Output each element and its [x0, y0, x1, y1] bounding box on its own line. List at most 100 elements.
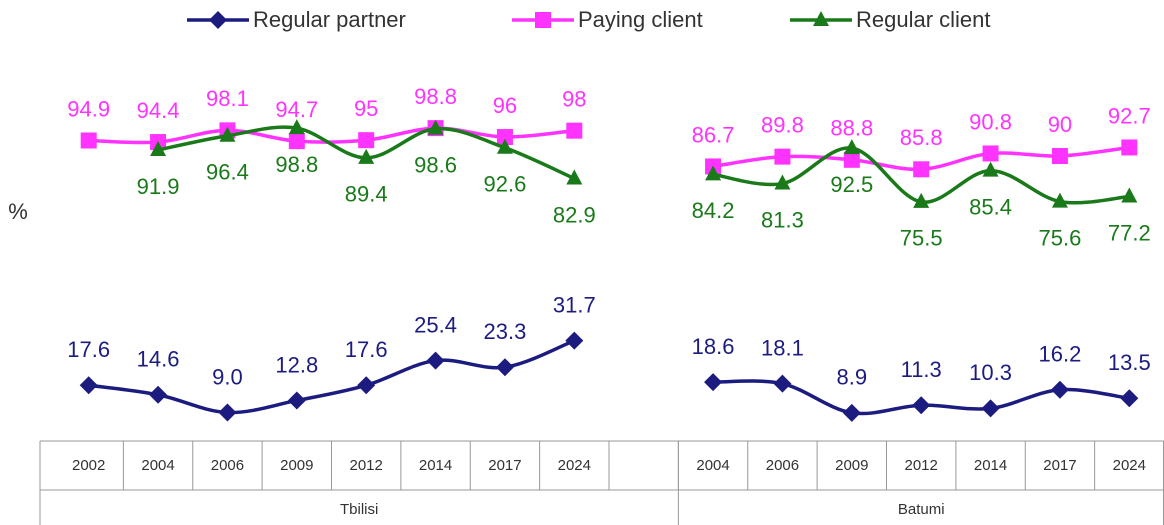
data-label: 98.8 [275, 152, 318, 177]
x-tick-label: 2004 [696, 457, 729, 474]
data-point [357, 376, 376, 395]
x-tick-label: 2024 [558, 457, 591, 474]
data-label: 90.8 [969, 109, 1012, 134]
x-tick-label: 2006 [766, 457, 799, 474]
data-label: 94.7 [275, 97, 318, 122]
data-point [843, 139, 860, 155]
data-point [79, 376, 98, 395]
data-label: 31.7 [553, 292, 596, 317]
data-point [842, 403, 861, 422]
x-tick-label: 2006 [211, 457, 244, 474]
x-tick-label: 2009 [835, 457, 868, 474]
data-point [218, 403, 237, 422]
data-label: 98.8 [414, 84, 457, 109]
data-label: 94.4 [137, 98, 180, 123]
data-point [150, 140, 167, 156]
data-point [288, 119, 305, 135]
data-point [495, 358, 514, 377]
legend-label: Regular client [856, 7, 991, 32]
data-label: 12.8 [275, 352, 318, 377]
data-point [1121, 139, 1138, 156]
data-point [426, 351, 445, 370]
data-label: 84.2 [692, 198, 735, 223]
data-label: 88.8 [830, 116, 873, 141]
data-point [427, 119, 444, 135]
data-point [982, 145, 999, 162]
data-label: 96 [493, 93, 517, 118]
data-label: 17.6 [67, 337, 110, 362]
x-tick-label: 2002 [72, 457, 105, 474]
data-label: 8.9 [837, 365, 868, 390]
data-point [1051, 192, 1068, 208]
data-point [1051, 148, 1068, 164]
data-label: 98.1 [206, 86, 249, 111]
data-label: 95 [354, 96, 378, 121]
data-label: 89.4 [345, 182, 388, 207]
data-point [566, 122, 583, 139]
data-label: 23.3 [484, 319, 527, 344]
data-point [496, 129, 513, 145]
group-label: Batumi [898, 501, 945, 518]
data-point [774, 174, 791, 190]
data-label: 18.6 [692, 334, 735, 359]
data-label: 16.2 [1039, 342, 1082, 367]
data-point [358, 132, 375, 149]
data-label: 11.3 [901, 357, 942, 382]
data-point [982, 161, 999, 177]
x-tick-label: 2012 [350, 457, 383, 474]
data-label: 92.5 [830, 172, 873, 197]
legend-marker [535, 12, 551, 28]
data-label: 75.5 [900, 226, 943, 251]
data-point [981, 399, 1000, 418]
data-point [705, 165, 722, 181]
data-point [912, 396, 931, 415]
legend-label: Regular partner [253, 7, 406, 32]
data-label: 89.8 [761, 112, 804, 137]
x-tick-label: 2017 [1043, 457, 1076, 474]
data-label: 18.1 [761, 335, 804, 360]
data-label: 81.3 [761, 207, 804, 232]
data-label: 25.4 [414, 312, 457, 337]
x-tick-label: 2017 [488, 457, 521, 474]
data-label: 90 [1048, 112, 1072, 137]
data-label: 10.3 [969, 360, 1012, 385]
data-point [287, 391, 306, 410]
x-tick-label: 2004 [141, 457, 174, 474]
x-tick-label: 2009 [280, 457, 313, 474]
data-point [358, 148, 375, 164]
data-label: 92.7 [1108, 103, 1151, 128]
data-point [843, 151, 860, 168]
data-label: 82.9 [553, 202, 596, 227]
data-label: 94.9 [67, 96, 110, 121]
data-point [774, 148, 791, 165]
data-point [1121, 187, 1138, 203]
data-point [1050, 380, 1069, 399]
data-point [219, 126, 236, 142]
data-label: 86.7 [692, 122, 735, 147]
data-label: 75.6 [1039, 225, 1082, 250]
data-point [773, 374, 792, 393]
data-point [149, 385, 168, 404]
data-point [913, 192, 930, 208]
data-point [496, 138, 513, 154]
data-label: 14.6 [137, 347, 180, 372]
data-point [566, 169, 583, 185]
data-label: 9.0 [212, 364, 243, 389]
x-tick-label: 2012 [905, 457, 938, 474]
data-point [1120, 389, 1139, 408]
data-label: 85.8 [900, 125, 943, 150]
x-tick-label: 2024 [1113, 457, 1146, 474]
data-label: 96.4 [206, 160, 249, 185]
y-axis-label: % [8, 199, 28, 224]
data-point [913, 161, 930, 178]
data-label: 98 [562, 86, 586, 111]
data-label: 17.6 [345, 337, 388, 362]
data-label: 92.6 [484, 172, 527, 197]
legend-marker [813, 11, 829, 26]
data-point [565, 331, 584, 350]
data-label: 85.4 [969, 194, 1012, 219]
data-label: 13.5 [1108, 350, 1151, 375]
data-label: 98.6 [414, 153, 457, 178]
data-point [80, 132, 97, 149]
